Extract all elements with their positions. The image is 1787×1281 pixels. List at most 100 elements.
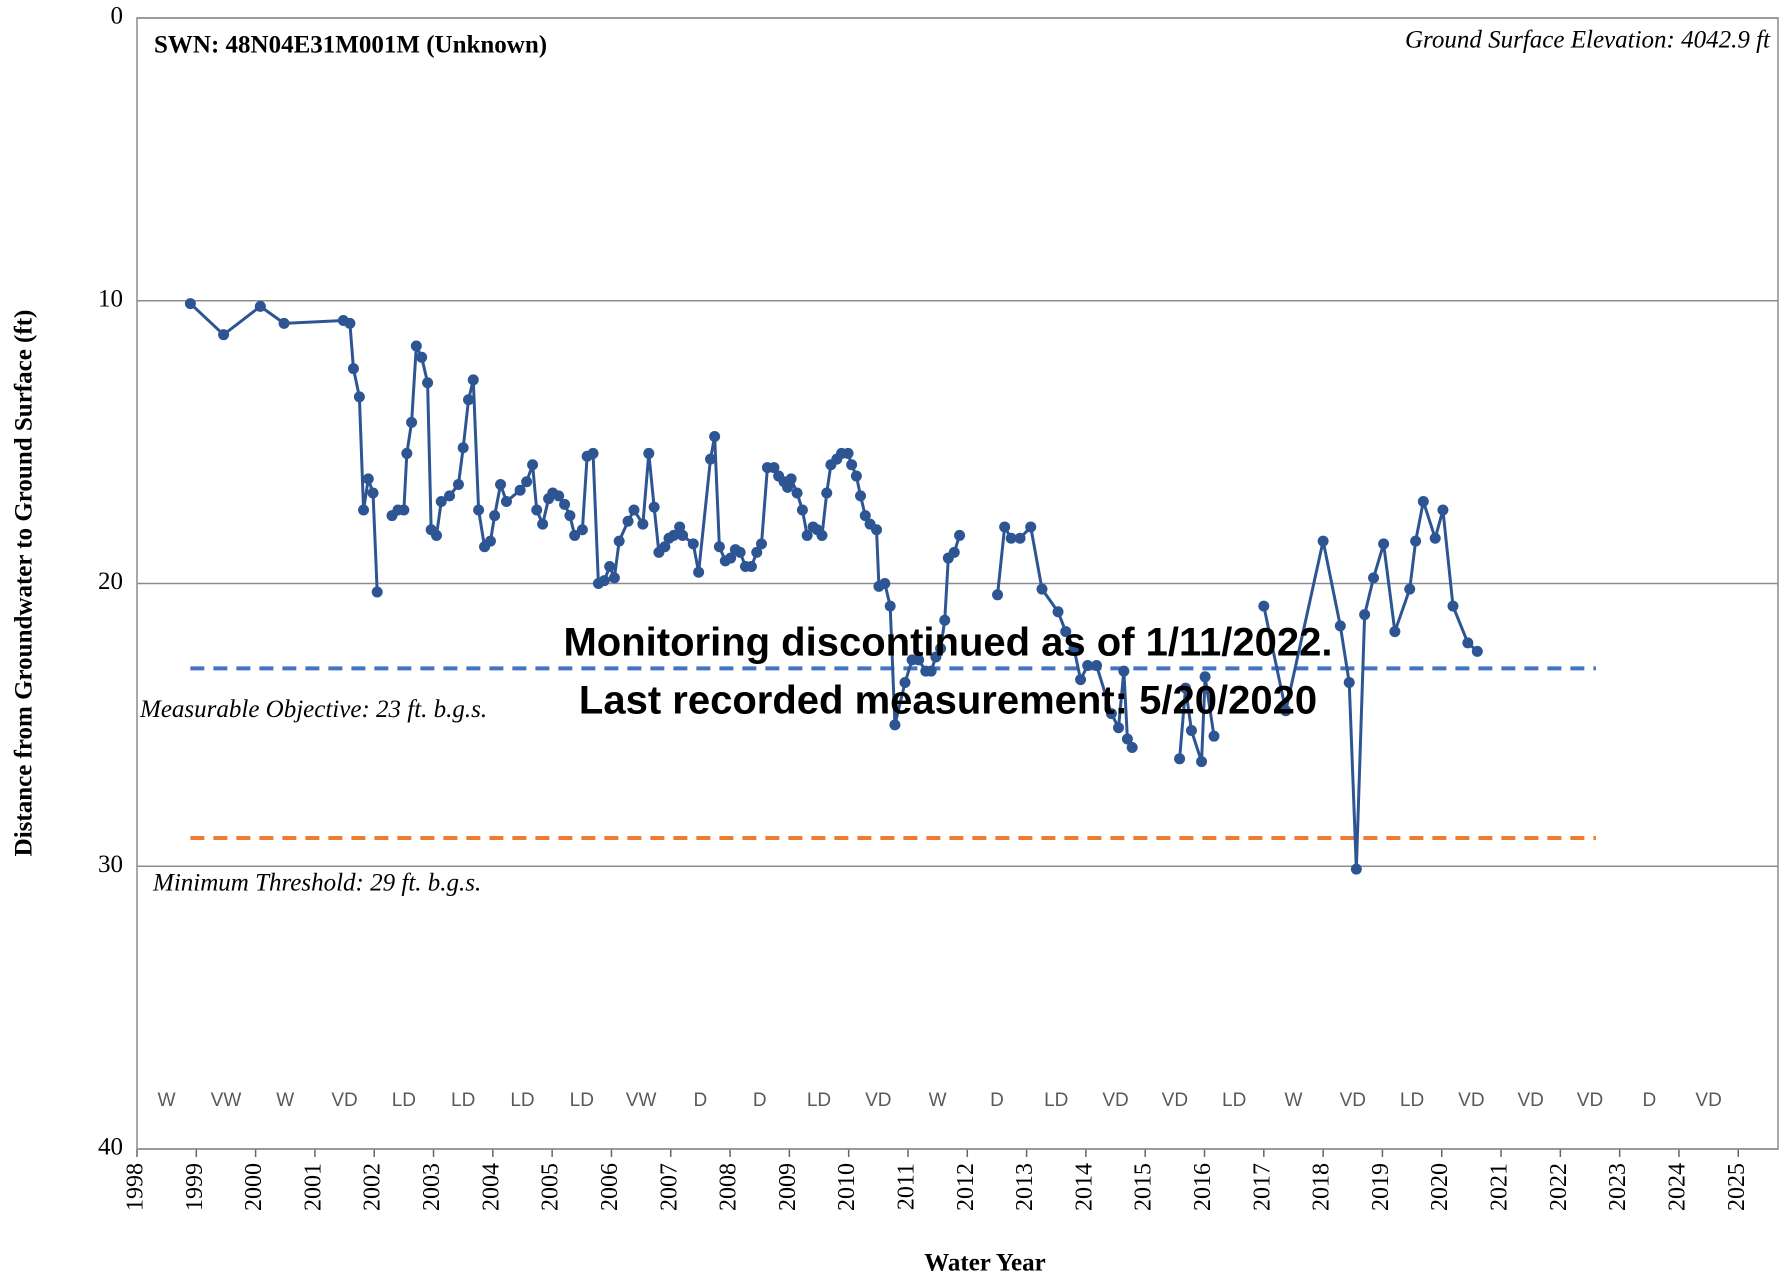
data-point xyxy=(913,654,925,666)
x-tick-label: 2009 xyxy=(775,1163,801,1211)
year-type-label: W xyxy=(929,1090,947,1111)
data-point xyxy=(467,374,479,386)
year-type-label: VD xyxy=(331,1090,357,1111)
data-point xyxy=(889,719,901,731)
data-point xyxy=(452,479,464,491)
data-point xyxy=(628,504,640,516)
data-point xyxy=(693,566,705,578)
data-point xyxy=(846,459,858,471)
data-point xyxy=(1075,674,1087,686)
data-point xyxy=(859,510,871,522)
data-point xyxy=(347,363,359,375)
data-point xyxy=(821,487,833,499)
data-point xyxy=(444,490,456,502)
data-point xyxy=(1082,659,1094,671)
data-point xyxy=(1404,583,1416,595)
year-type-label: VW xyxy=(626,1090,657,1111)
year-type-label: VD xyxy=(1162,1090,1188,1111)
data-point xyxy=(1410,535,1422,547)
year-type-label: LD xyxy=(807,1090,831,1111)
year-type-label: VD xyxy=(1340,1090,1366,1111)
data-point xyxy=(939,614,951,626)
year-type-label: W xyxy=(158,1090,176,1111)
data-point xyxy=(871,524,883,536)
x-tick-label: 2007 xyxy=(656,1163,682,1211)
data-point xyxy=(791,487,803,499)
data-point xyxy=(899,676,911,688)
data-point xyxy=(1180,682,1192,694)
x-axis-label: Water Year xyxy=(924,1250,1045,1277)
data-point xyxy=(559,498,571,510)
y-tick-label: 30 xyxy=(98,851,123,878)
data-point xyxy=(576,524,588,536)
data-point xyxy=(1005,532,1017,544)
x-tick-label: 2013 xyxy=(1012,1163,1038,1211)
data-point xyxy=(999,521,1011,533)
data-point xyxy=(564,510,576,522)
x-tick-label: 2005 xyxy=(538,1163,564,1211)
data-point xyxy=(463,394,475,406)
y-tick-label: 10 xyxy=(98,285,123,312)
data-point xyxy=(677,529,689,541)
x-tick-label: 2000 xyxy=(241,1163,267,1211)
data-point xyxy=(1343,676,1355,688)
data-point xyxy=(1437,504,1449,516)
x-tick-label: 2010 xyxy=(834,1163,860,1211)
data-point xyxy=(622,515,634,527)
x-tick-label: 2020 xyxy=(1427,1163,1453,1211)
data-point xyxy=(1185,725,1197,737)
x-tick-label: 2001 xyxy=(300,1163,326,1211)
data-point xyxy=(1014,532,1026,544)
year-type-label: VW xyxy=(211,1090,242,1111)
y-axis-label: Distance from Groundwater to Ground Surf… xyxy=(11,310,38,857)
data-point xyxy=(537,518,549,530)
x-tick-label: 2014 xyxy=(1071,1163,1097,1211)
data-point xyxy=(410,340,422,352)
annotation: Last recorded measurement: 5/20/2020 xyxy=(579,679,1317,723)
data-point xyxy=(604,561,616,573)
data-point xyxy=(406,416,418,428)
data-point xyxy=(1118,665,1130,677)
data-point xyxy=(1105,708,1117,720)
chart-subtitle: Ground Surface Elevation: 4042.9 ft xyxy=(1405,27,1771,54)
data-point xyxy=(422,377,434,389)
data-point xyxy=(855,490,867,502)
data-point xyxy=(457,442,469,454)
year-type-label: W xyxy=(1285,1090,1303,1111)
data-point xyxy=(755,538,767,550)
year-type-label: LD xyxy=(510,1090,534,1111)
x-tick-label: 2022 xyxy=(1546,1163,1572,1211)
data-point xyxy=(704,453,716,465)
data-point xyxy=(1068,643,1080,655)
data-point xyxy=(1471,645,1483,657)
data-point xyxy=(1052,606,1064,618)
data-point xyxy=(801,529,813,541)
data-point xyxy=(745,561,757,573)
year-type-label: D xyxy=(990,1090,1004,1111)
data-line xyxy=(1178,676,1216,763)
year-type-label: D xyxy=(753,1090,767,1111)
data-point xyxy=(643,447,655,459)
data-point xyxy=(1429,532,1441,544)
x-tick-label: 2017 xyxy=(1249,1163,1275,1211)
year-type-label: VD xyxy=(1458,1090,1484,1111)
year-type-label: D xyxy=(694,1090,708,1111)
data-point xyxy=(1208,730,1220,742)
year-type-label: LD xyxy=(392,1090,416,1111)
data-point xyxy=(353,391,365,403)
x-tick-label: 2002 xyxy=(360,1163,386,1211)
data-point xyxy=(785,473,797,485)
data-line xyxy=(189,302,379,593)
data-point xyxy=(1126,741,1138,753)
data-point xyxy=(1113,722,1125,734)
data-line xyxy=(1262,501,1479,870)
data-point xyxy=(637,518,649,530)
data-point xyxy=(1121,733,1133,745)
data-point xyxy=(1174,753,1186,765)
data-point xyxy=(1060,626,1072,638)
year-type-label: LD xyxy=(451,1090,475,1111)
x-tick-label: 1999 xyxy=(182,1163,208,1211)
data-point xyxy=(598,575,610,587)
data-point xyxy=(1447,600,1459,612)
